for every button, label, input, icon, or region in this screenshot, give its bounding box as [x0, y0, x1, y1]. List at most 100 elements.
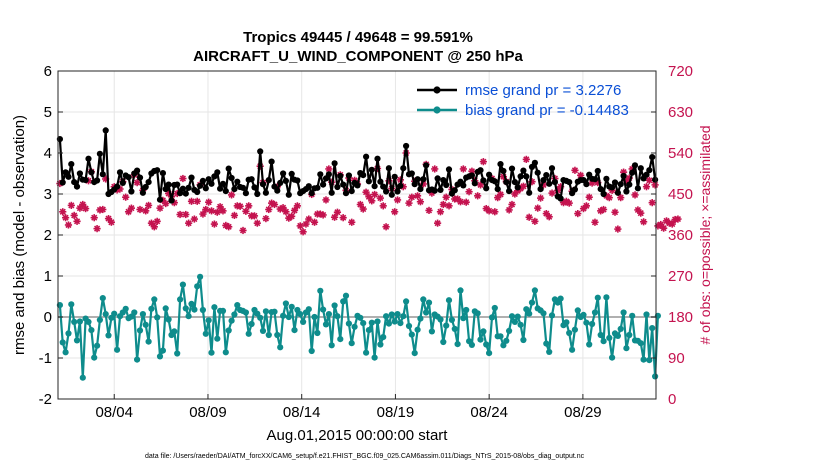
y-right-tick-label: 0: [668, 391, 676, 408]
obs-marker-stroke: [586, 194, 593, 201]
obs-marker-stroke: [297, 222, 304, 229]
obs-count-point: [162, 199, 170, 208]
obs-count-point: [70, 211, 78, 220]
obs-marker-stroke: [574, 210, 581, 217]
obs-marker-stroke: [534, 205, 541, 212]
bias-point: [351, 323, 358, 330]
bias-point: [477, 336, 484, 343]
rmse-point: [294, 177, 301, 184]
rmse-point: [497, 161, 504, 168]
bias-point: [517, 321, 524, 328]
obs-count-point: [405, 199, 413, 207]
obs-marker-stroke: [65, 221, 72, 229]
obs-count-point: [442, 193, 450, 201]
rmse-point: [411, 181, 418, 188]
obs-count-point: [150, 223, 158, 231]
bias-point: [177, 296, 184, 303]
obs-marker-stroke: [405, 200, 413, 207]
bias-point: [337, 336, 344, 343]
rmse-point: [420, 176, 427, 183]
bias-point: [383, 313, 390, 320]
obs-count-point: [356, 200, 364, 209]
obs-marker-stroke: [136, 206, 144, 213]
obs-marker-stroke: [408, 194, 415, 201]
obs-marker-stroke: [91, 214, 98, 221]
bias-point: [334, 313, 341, 320]
obs-marker-stroke: [279, 204, 287, 211]
obs-count-point: [213, 208, 221, 216]
obs-marker-stroke: [325, 165, 332, 173]
obs-marker-stroke: [311, 219, 318, 226]
rmse-point: [408, 170, 415, 177]
bias-point: [491, 304, 498, 312]
bias-point: [222, 349, 229, 356]
rmse-point: [363, 153, 370, 160]
bias-point: [440, 338, 447, 346]
rmse-point: [649, 154, 656, 161]
rmse-point: [388, 191, 395, 198]
obs-marker-stroke: [154, 218, 161, 225]
bias-point: [543, 340, 550, 347]
rmse-point: [177, 190, 184, 197]
rmse-point: [88, 169, 95, 176]
obs-marker-stroke: [334, 209, 341, 216]
obs-marker-stroke: [331, 214, 338, 221]
bias-point: [614, 332, 622, 339]
bias-point: [623, 345, 630, 352]
obs-marker-stroke: [68, 202, 75, 209]
obs-count-point: [537, 194, 545, 202]
rmse-point: [96, 150, 103, 157]
obs-count-point: [288, 212, 296, 220]
bias-point: [445, 297, 453, 304]
obs-marker-stroke: [82, 205, 89, 212]
rmse-point: [583, 181, 590, 188]
obs-marker-stroke: [474, 192, 481, 199]
bias-point: [348, 340, 355, 347]
rmse-point: [629, 169, 636, 176]
rmse-point: [503, 179, 510, 186]
obs-marker-stroke: [251, 212, 258, 219]
obs-count-point: [391, 208, 399, 216]
bias-point: [380, 334, 387, 341]
bias-point: [500, 342, 507, 349]
rmse-point: [188, 174, 195, 181]
rmse-point: [285, 191, 292, 198]
obs-marker-stroke: [185, 220, 192, 227]
bias-point: [205, 317, 212, 324]
legend-rmse-label: rmse grand pr = 3.2276: [465, 82, 621, 99]
rmse-point: [208, 180, 215, 187]
obs-count-point: [614, 225, 622, 233]
bias-point: [388, 311, 395, 318]
obs-marker-stroke: [666, 220, 673, 227]
obs-marker-stroke: [105, 215, 112, 222]
rmse-point: [548, 165, 556, 172]
rmse-point: [342, 190, 350, 197]
bias-point: [629, 312, 636, 319]
obs-marker-stroke: [631, 191, 639, 198]
bias-point: [603, 294, 610, 301]
rmse-point: [557, 195, 564, 202]
y-left-tick-label: 6: [44, 63, 52, 80]
obs-count-point: [205, 198, 213, 206]
y-left-tick-label: -1: [39, 350, 52, 367]
rmse-point: [179, 185, 186, 192]
rmse-point: [145, 179, 152, 186]
obs-marker-stroke: [465, 188, 473, 195]
obs-marker-stroke: [228, 191, 235, 198]
bias-point: [62, 349, 69, 356]
bias-point: [385, 320, 392, 327]
obs-marker-stroke: [520, 183, 527, 190]
obs-count-point: [236, 202, 244, 210]
obs-count-point: [107, 218, 115, 226]
bias-point: [102, 311, 109, 318]
obs-marker-stroke: [506, 206, 513, 214]
obs-marker-stroke: [268, 200, 275, 207]
bias-point: [423, 309, 430, 316]
bias-point: [403, 298, 410, 305]
obs-marker-stroke: [217, 203, 224, 210]
obs-marker-stroke: [191, 215, 198, 223]
obs-marker-stroke: [245, 202, 252, 209]
obs-marker-stroke: [663, 217, 670, 224]
bias-point: [528, 299, 536, 306]
obs-marker-stroke: [62, 214, 69, 221]
